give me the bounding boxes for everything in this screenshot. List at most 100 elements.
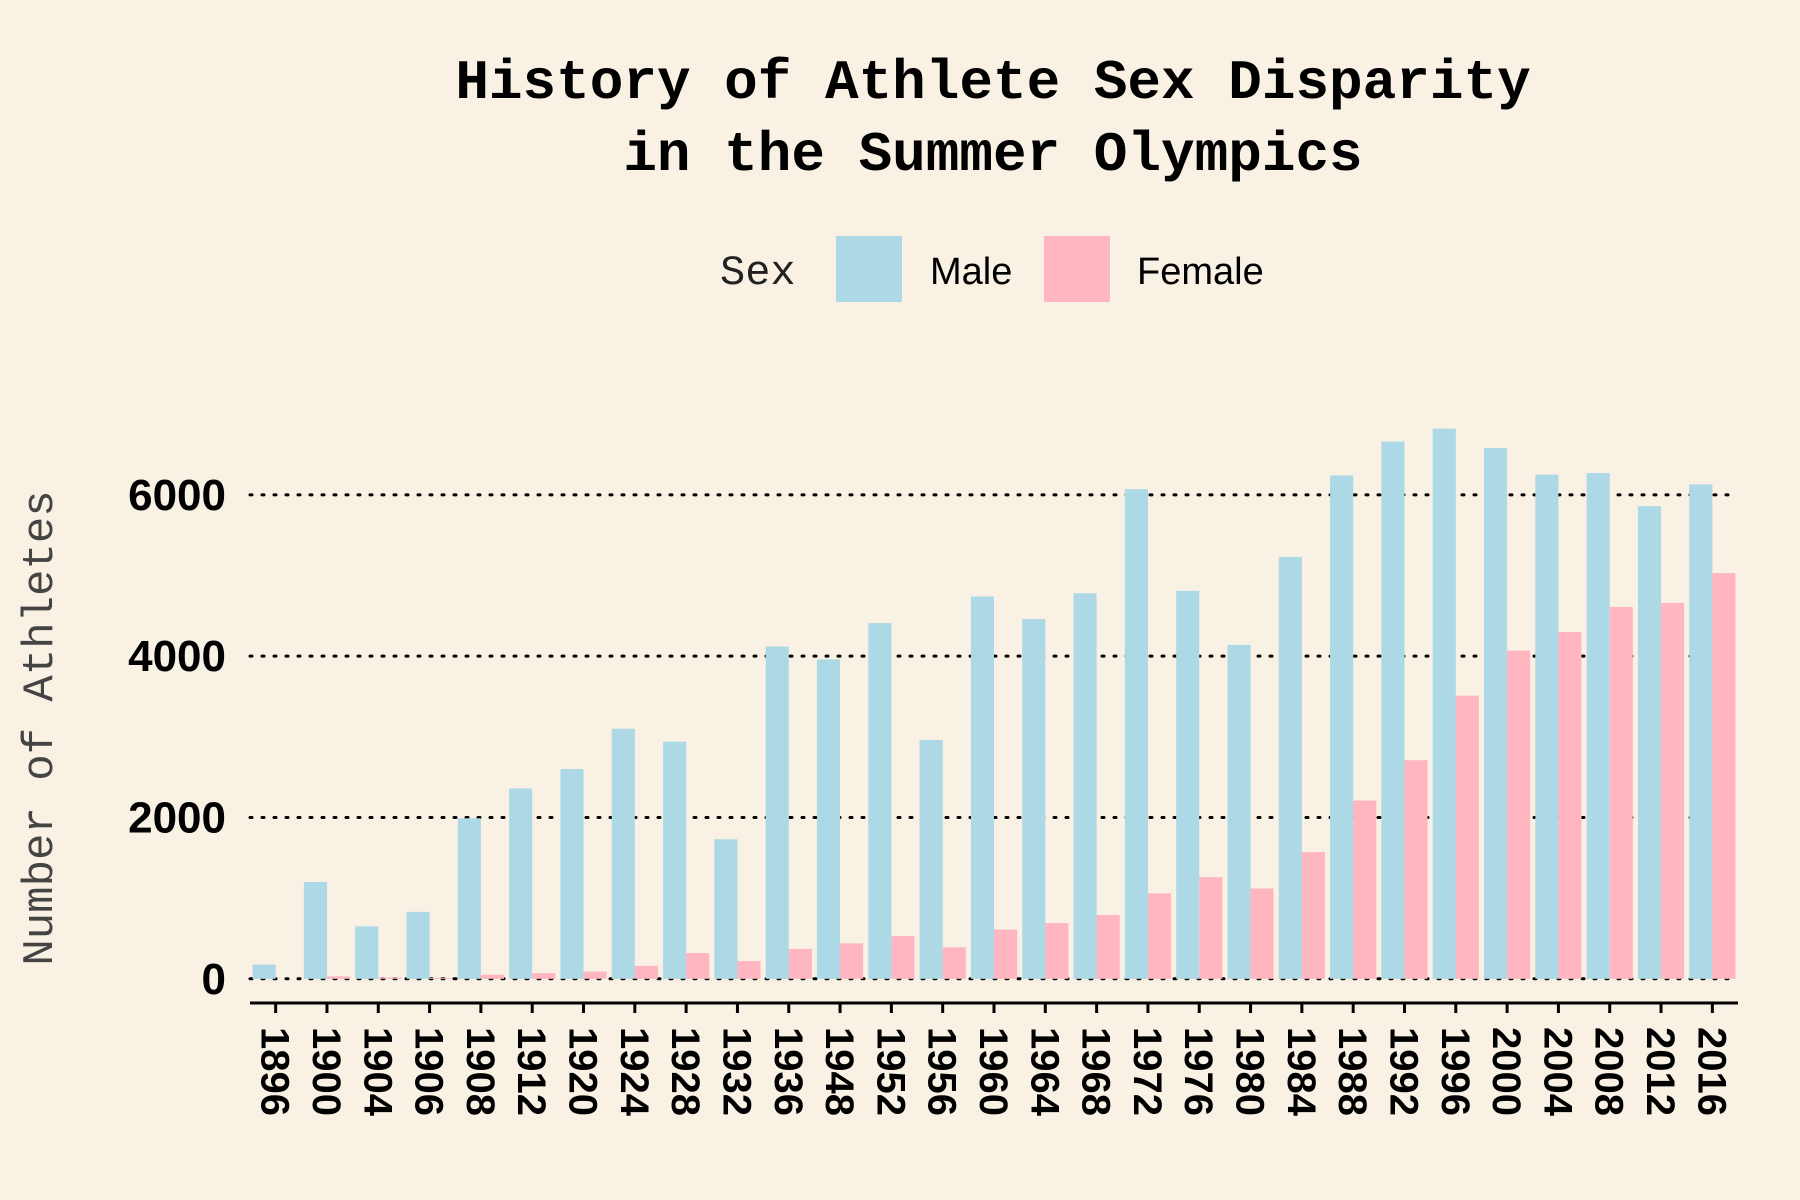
bar-female-1980 <box>1250 888 1274 979</box>
bar-female-1908 <box>480 974 504 979</box>
bar-male-1976 <box>1176 590 1200 979</box>
bar-female-1912 <box>532 973 556 979</box>
bar-male-1924 <box>611 728 635 979</box>
bar-male-1908 <box>457 818 481 979</box>
x-axis-ticks: 1896 1900 1904 1906 1908 1912 1920 1924 1928 1932… <box>253 1003 1733 1117</box>
bar-male-2004 <box>1535 474 1559 979</box>
x-tick-label-1976: 1976 <box>1176 1027 1220 1116</box>
bar-male-2000 <box>1484 448 1508 979</box>
bar-male-1948 <box>816 659 841 979</box>
bar-female-1900 <box>326 976 351 979</box>
bar-female-1952 <box>891 936 915 979</box>
bar-male-1984 <box>1278 556 1302 979</box>
bar-female-2016 <box>1712 573 1736 979</box>
bar-female-2008 <box>1609 606 1633 979</box>
bar-male-1960 <box>970 596 994 979</box>
bar-male-1972 <box>1124 489 1148 979</box>
bar-female-1976 <box>1199 877 1223 979</box>
bar-male-1956 <box>919 740 943 979</box>
bar-female-2012 <box>1661 602 1685 979</box>
x-tick-label-1988: 1988 <box>1330 1027 1374 1116</box>
bar-female-1948 <box>840 943 864 979</box>
y-axis-label: Number of Athletes <box>16 490 66 965</box>
bar-male-1968 <box>1073 593 1097 979</box>
bar-female-1928 <box>686 952 710 979</box>
bar-male-1952 <box>868 623 892 979</box>
bar-female-1936 <box>788 948 812 979</box>
x-tick-label-1960: 1960 <box>971 1027 1015 1116</box>
bar-female-1920 <box>583 971 607 979</box>
bar-male-1988 <box>1330 475 1354 979</box>
y-tick-label-4000: 4000 <box>128 632 226 681</box>
x-tick-label-2008: 2008 <box>1587 1027 1631 1116</box>
bar-female-1988 <box>1353 800 1377 979</box>
x-tick-label-1906: 1906 <box>407 1027 451 1116</box>
x-tick-label-1924: 1924 <box>612 1027 656 1117</box>
y-tick-label-2000: 2000 <box>128 793 226 842</box>
bar-male-1980 <box>1227 644 1251 979</box>
x-tick-label-1956: 1956 <box>920 1027 964 1116</box>
bar-male-1900 <box>303 882 327 979</box>
bar-male-1920 <box>560 769 584 979</box>
x-tick-label-1964: 1964 <box>1022 1027 1066 1117</box>
x-tick-label-1912: 1912 <box>509 1027 553 1116</box>
x-tick-label-1952: 1952 <box>868 1027 912 1116</box>
x-tick-label-1984: 1984 <box>1279 1027 1323 1117</box>
bar-female-1924 <box>634 965 658 979</box>
x-tick-label-1996: 1996 <box>1433 1027 1477 1116</box>
legend-label-female: Female <box>1137 251 1264 293</box>
y-tick-label-0: 0 <box>202 955 226 1004</box>
x-tick-label-2000: 2000 <box>1484 1027 1528 1116</box>
bar-female-1904 <box>378 977 402 979</box>
bar-female-1992 <box>1404 760 1428 979</box>
legend-swatch-female <box>1044 236 1110 302</box>
y-tick-label-6000: 6000 <box>128 471 226 520</box>
x-tick-label-1972: 1972 <box>1125 1027 1169 1116</box>
x-tick-label-1968: 1968 <box>1074 1027 1118 1116</box>
bar-male-2008 <box>1586 473 1610 979</box>
x-tick-label-1900: 1900 <box>304 1027 348 1116</box>
x-tick-label-2004: 2004 <box>1535 1027 1579 1117</box>
x-tick-label-1980: 1980 <box>1228 1027 1272 1116</box>
x-tick-label-1932: 1932 <box>714 1027 758 1116</box>
bar-female-1906 <box>429 977 453 979</box>
bar-female-1960 <box>994 929 1018 979</box>
chart-title-line-1: History of Athlete Sex Disparity <box>455 51 1530 115</box>
x-tick-label-1936: 1936 <box>766 1027 810 1116</box>
bar-male-1896 <box>252 964 276 979</box>
x-tick-label-1908: 1908 <box>458 1027 502 1116</box>
bar-male-1992 <box>1381 441 1405 979</box>
bar-female-1972 <box>1147 893 1172 979</box>
bars <box>252 428 1736 979</box>
bar-male-1928 <box>663 741 687 979</box>
x-tick-label-1992: 1992 <box>1381 1027 1425 1116</box>
bar-male-1906 <box>406 911 430 979</box>
bar-female-1996 <box>1455 695 1479 979</box>
bar-female-1932 <box>737 961 761 979</box>
bar-female-2000 <box>1507 650 1531 979</box>
chart-title-line-2: in the Summer Olympics <box>623 123 1362 187</box>
bar-male-1936 <box>765 646 789 979</box>
bar-male-1964 <box>1022 619 1046 979</box>
x-tick-label-1920: 1920 <box>561 1027 605 1116</box>
bar-female-1984 <box>1301 852 1325 979</box>
bar-male-1996 <box>1432 428 1456 979</box>
x-tick-label-1928: 1928 <box>663 1027 707 1116</box>
x-tick-label-2012: 2012 <box>1638 1027 1682 1116</box>
bar-male-1932 <box>714 839 738 979</box>
legend: Sex Male Female <box>720 236 1264 302</box>
y-axis-ticks: 0 2000 4000 6000 <box>128 471 226 1004</box>
bar-male-2012 <box>1637 506 1662 979</box>
bar-female-2004 <box>1558 631 1582 979</box>
x-tick-label-1904: 1904 <box>355 1027 399 1117</box>
x-tick-label-2016: 2016 <box>1689 1027 1733 1116</box>
bar-male-1904 <box>355 926 379 979</box>
legend-title: Sex <box>720 249 796 297</box>
x-tick-label-1948: 1948 <box>817 1027 861 1116</box>
bar-male-1912 <box>509 788 533 979</box>
bar-female-1968 <box>1096 915 1120 979</box>
bar-female-1956 <box>942 947 966 979</box>
legend-label-male: Male <box>930 251 1012 293</box>
